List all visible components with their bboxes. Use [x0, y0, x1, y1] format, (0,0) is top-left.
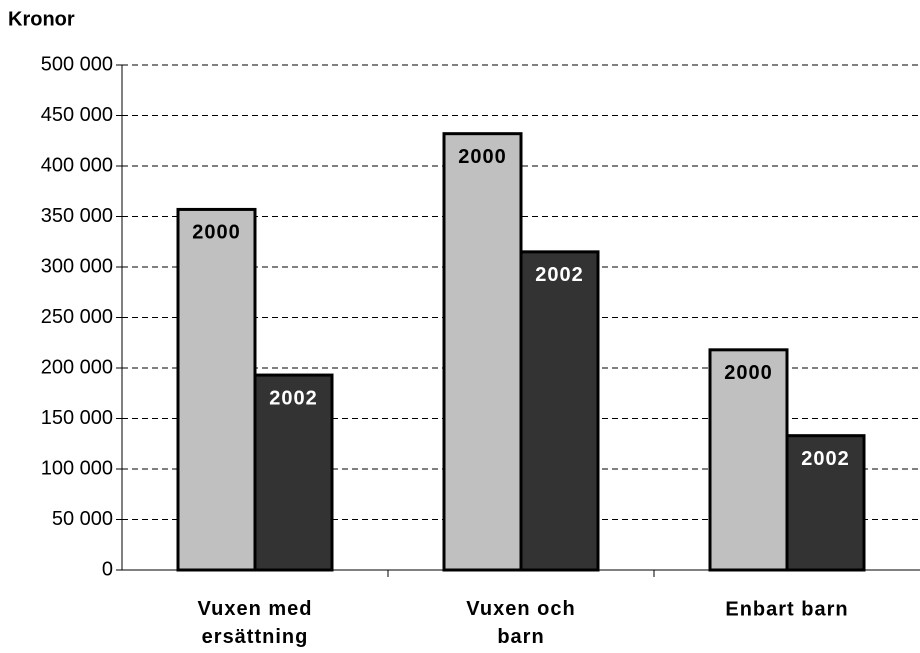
y-tick-label: 50 000 — [52, 508, 113, 530]
y-tick-label: 350 000 — [41, 205, 113, 227]
bar — [442, 132, 523, 572]
x-tick-label: Vuxen och barn — [466, 598, 575, 648]
bar — [253, 373, 334, 572]
bar-series-label: 2002 — [801, 448, 850, 470]
y-tick-label: 450 000 — [41, 104, 113, 126]
y-tick-label: 200 000 — [41, 356, 113, 378]
bar-series-label: 2000 — [458, 146, 507, 168]
bar-series-label: 2002 — [535, 264, 584, 286]
bar-series-label: 2000 — [724, 362, 773, 384]
x-tick-label: Enbart barn — [725, 598, 848, 620]
y-tick-label: 100 000 — [41, 457, 113, 479]
bar — [519, 250, 600, 572]
y-tick-label: 400 000 — [41, 154, 113, 176]
y-tick-label: 500 000 — [41, 53, 113, 75]
y-tick-label: 250 000 — [41, 306, 113, 328]
bar-series-label: 2002 — [269, 387, 318, 409]
x-tick-label: Vuxen med ersättning — [198, 598, 313, 648]
bar-series-label: 2000 — [192, 222, 241, 244]
y-tick-label: 300 000 — [41, 255, 113, 277]
y-axis-label: Kronor — [8, 8, 75, 30]
bar — [785, 434, 866, 572]
y-tick-label: 150 000 — [41, 407, 113, 429]
bar — [176, 207, 257, 572]
y-tick-label: 0 — [102, 558, 113, 580]
